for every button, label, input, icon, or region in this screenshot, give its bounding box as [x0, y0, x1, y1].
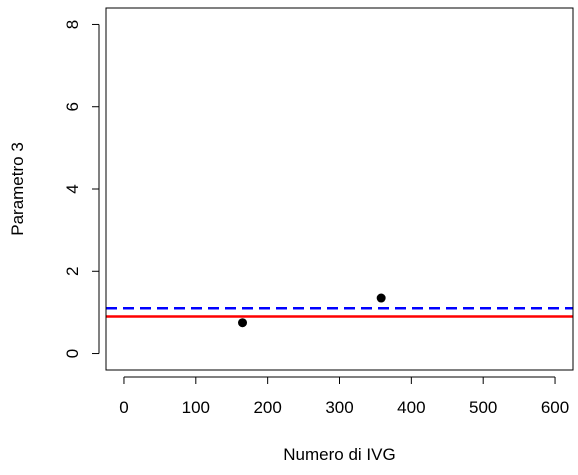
y-tick-label: 6	[63, 102, 82, 111]
y-tick-label: 4	[63, 184, 82, 193]
x-tick-label: 300	[325, 398, 353, 417]
y-tick-label: 2	[63, 267, 82, 276]
plot-frame	[105, 7, 574, 371]
x-tick-label: 600	[541, 398, 569, 417]
x-tick-label: 500	[469, 398, 497, 417]
y-axis: 0 2 4 6 8	[63, 20, 100, 358]
x-tick-label: 200	[253, 398, 281, 417]
x-axis-title: Numero di IVG	[283, 445, 395, 464]
points-layer	[238, 293, 386, 328]
y-tick-label: 8	[63, 20, 82, 29]
data-point	[376, 293, 386, 303]
x-axis: 0 100 200 300 400 500 600	[119, 376, 569, 417]
hline-layer	[106, 307, 573, 318]
y-tick-label: 0	[63, 349, 82, 358]
x-tick-label: 400	[397, 398, 425, 417]
x-tick-label: 0	[119, 398, 128, 417]
data-point	[238, 318, 248, 328]
y-axis-title: Parametro 3	[8, 142, 27, 236]
x-tick-label: 100	[182, 398, 210, 417]
